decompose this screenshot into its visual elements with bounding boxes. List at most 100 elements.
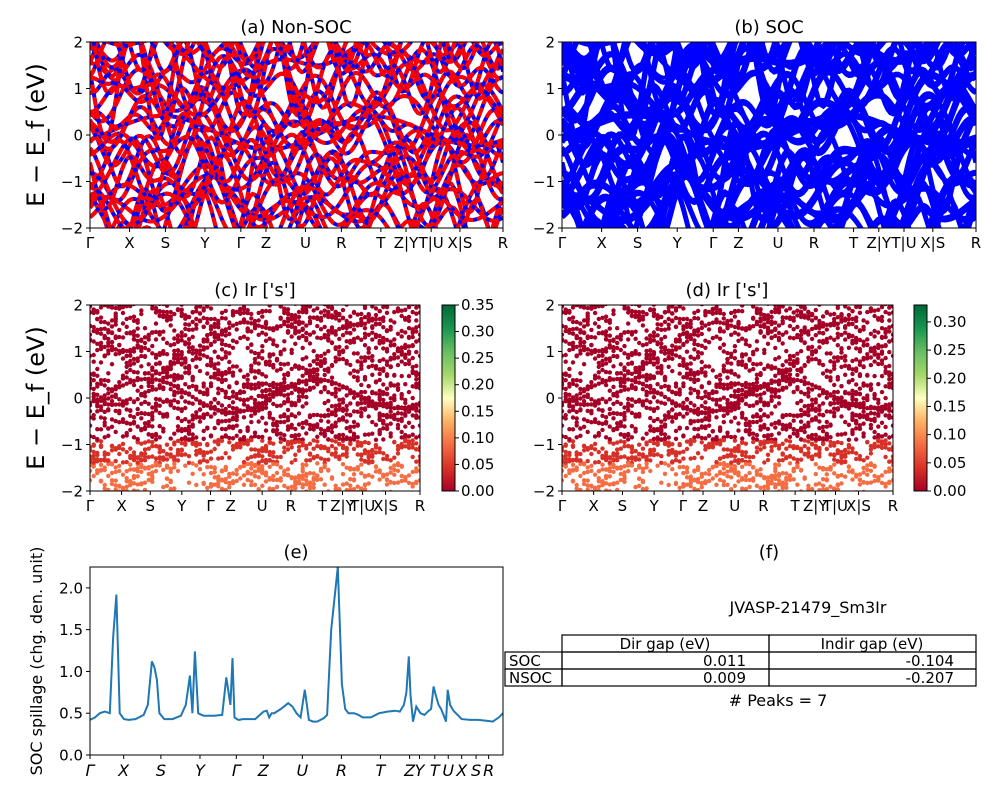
projection-point <box>370 358 375 363</box>
projection-point <box>351 340 357 345</box>
projection-point <box>172 336 177 341</box>
colorbar-tick-label: 0.00 <box>461 482 494 500</box>
projection-point <box>592 373 598 378</box>
projection-point <box>337 397 342 402</box>
projection-point <box>333 446 338 451</box>
projection-point <box>216 391 221 396</box>
projection-point <box>131 329 137 334</box>
projection-point <box>787 444 793 449</box>
projection-point <box>648 447 653 453</box>
projection-point <box>373 391 379 396</box>
projection-point <box>260 464 265 469</box>
projection-point <box>865 463 870 468</box>
projection-point <box>392 309 397 315</box>
projection-point <box>227 325 232 331</box>
projection-point <box>348 340 353 345</box>
projection-point <box>296 314 302 320</box>
xtick-label: Γ <box>237 234 246 252</box>
projection-point <box>344 465 349 470</box>
projection-point <box>865 412 870 418</box>
projection-point <box>773 482 778 487</box>
projection-point <box>776 388 782 393</box>
projection-point <box>666 448 671 454</box>
projection-point <box>695 389 701 394</box>
projection-point <box>395 348 401 354</box>
projection-point <box>392 396 397 401</box>
projection-point <box>150 330 155 335</box>
projection-point <box>802 363 807 368</box>
projection-point <box>813 415 818 420</box>
projection-point <box>417 445 420 450</box>
band-soc <box>562 187 976 228</box>
projection-point <box>300 437 305 442</box>
projection-point <box>600 358 605 364</box>
colorbar-tick-label: 0.25 <box>461 349 494 367</box>
band-soc <box>562 82 976 151</box>
projection-point <box>692 377 697 382</box>
projection-point <box>90 415 93 420</box>
projection-point <box>850 449 855 455</box>
projection-point <box>344 403 349 409</box>
projection-point <box>150 444 155 449</box>
projection-point <box>673 452 679 457</box>
projection-point <box>684 425 690 431</box>
projection-point <box>143 297 147 301</box>
projection-point <box>370 330 375 335</box>
projection-point <box>655 382 660 387</box>
projection-point <box>161 484 166 490</box>
projection-point <box>227 320 232 325</box>
projection-point <box>234 443 239 449</box>
xtick-label: T|U <box>418 234 444 252</box>
projection-point <box>282 319 287 324</box>
xtick-label: T <box>375 234 386 252</box>
projection-point <box>592 419 598 425</box>
projection-point <box>234 309 239 315</box>
projection-point <box>161 351 166 356</box>
colorbar-tick-label: 0.30 <box>461 323 494 341</box>
projection-point <box>274 403 280 409</box>
projection-point <box>124 479 129 484</box>
projection-point <box>795 457 800 462</box>
projection-point <box>197 407 203 412</box>
projection-point <box>377 413 382 419</box>
projection-point <box>820 429 826 434</box>
projection-point <box>359 414 364 419</box>
projection-point <box>666 463 671 468</box>
projection-point <box>157 435 162 440</box>
projection-point <box>574 383 579 388</box>
projection-point <box>373 322 379 327</box>
projection-point <box>384 412 390 418</box>
projection-point <box>340 415 346 420</box>
projection-point <box>271 450 276 455</box>
projection-point <box>603 318 609 323</box>
projection-point <box>263 457 269 463</box>
projection-point <box>139 457 144 462</box>
projection-point <box>758 392 763 397</box>
projection-point <box>754 362 760 367</box>
projection-point <box>249 363 254 368</box>
projection-point <box>164 411 170 417</box>
projection-point <box>813 385 818 390</box>
xtick-label: S <box>145 497 155 515</box>
projection-point <box>282 380 287 385</box>
projection-point <box>351 446 357 452</box>
projection-point <box>252 447 258 452</box>
projection-point <box>747 455 752 460</box>
projection-point <box>806 486 811 491</box>
projection-point <box>208 381 214 386</box>
xtick-label: R <box>336 234 346 252</box>
projection-point <box>651 428 657 434</box>
projection-point <box>648 373 653 378</box>
projection-point <box>139 299 143 303</box>
projection-point <box>153 329 159 335</box>
projection-point <box>717 469 723 475</box>
projection-point <box>135 320 140 325</box>
projection-point <box>703 479 708 484</box>
projection-point <box>817 451 822 456</box>
projection-point <box>717 404 723 409</box>
projection-point <box>370 400 375 405</box>
projection-point <box>802 424 807 429</box>
projection-point <box>131 349 137 354</box>
projection-point <box>318 477 324 482</box>
projection-point <box>699 359 704 365</box>
